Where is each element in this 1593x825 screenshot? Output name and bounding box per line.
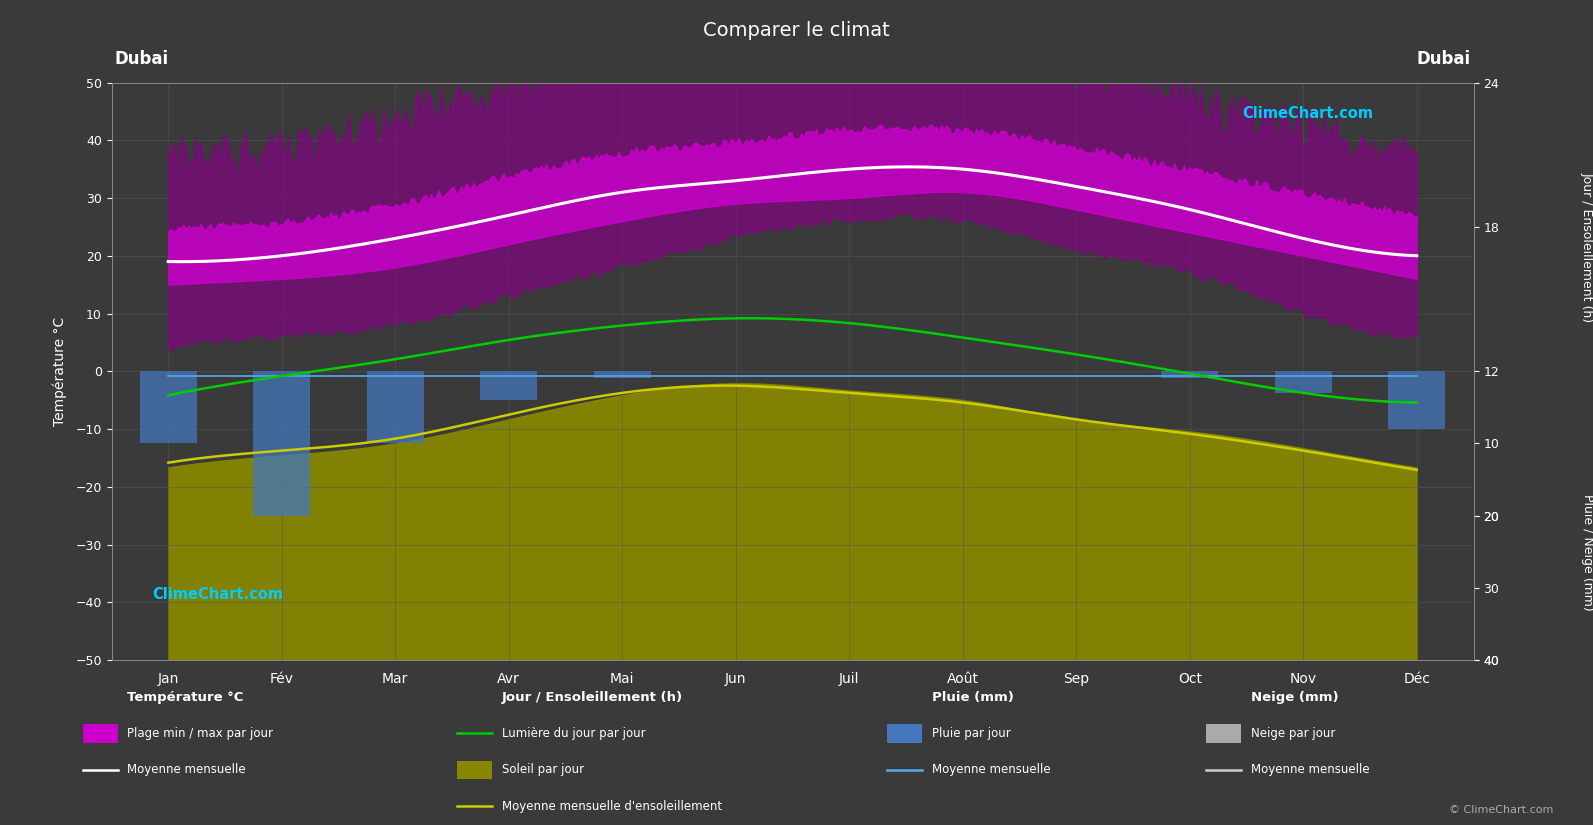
Text: Pluie (mm): Pluie (mm) [932,691,1013,704]
Text: Pluie / Neige (mm): Pluie / Neige (mm) [1580,494,1593,611]
Y-axis label: Température °C: Température °C [53,317,67,426]
Text: Pluie par jour: Pluie par jour [932,727,1010,740]
Text: Neige par jour: Neige par jour [1251,727,1335,740]
Text: Moyenne mensuelle: Moyenne mensuelle [127,763,245,776]
Bar [594,371,650,379]
Text: Neige (mm): Neige (mm) [1251,691,1338,704]
Text: ClimeChart.com: ClimeChart.com [153,587,284,602]
Bar [1389,371,1445,429]
Bar [366,371,424,444]
Text: Dubai: Dubai [115,50,169,68]
Text: Lumière du jour par jour: Lumière du jour par jour [502,727,645,740]
Text: Moyenne mensuelle d'ensoleillement: Moyenne mensuelle d'ensoleillement [502,799,722,813]
Bar [253,371,311,516]
Text: Moyenne mensuelle: Moyenne mensuelle [932,763,1050,776]
Text: ClimeChart.com: ClimeChart.com [1243,106,1373,120]
Text: Soleil par jour: Soleil par jour [502,763,585,776]
Bar [1274,371,1332,393]
Bar [1161,371,1219,379]
Text: © ClimeChart.com: © ClimeChart.com [1448,804,1553,814]
Text: Jour / Ensoleillement (h): Jour / Ensoleillement (h) [1580,172,1593,323]
Bar [140,371,196,444]
Text: Jour / Ensoleillement (h): Jour / Ensoleillement (h) [502,691,683,704]
Text: Comparer le climat: Comparer le climat [703,21,890,40]
Text: Température °C: Température °C [127,691,244,704]
Bar [481,371,537,400]
Text: Plage min / max par jour: Plage min / max par jour [127,727,274,740]
Text: Moyenne mensuelle: Moyenne mensuelle [1251,763,1368,776]
Text: Dubai: Dubai [1416,50,1470,68]
